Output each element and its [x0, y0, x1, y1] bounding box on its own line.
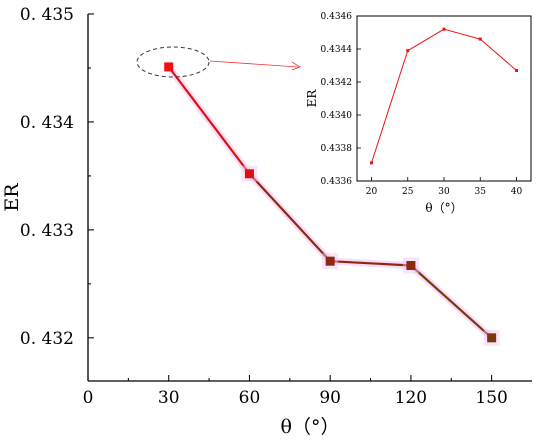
main-series-line	[167, 66, 251, 175]
main-plot: 0 30 60 90 120 150 0. 432 0. 433 0. 434 0. 435 θ（°…	[1, 5, 532, 438]
main-y-axis-label: ER	[1, 183, 23, 212]
main-series-line	[410, 264, 493, 339]
inset-x-tick-label: 20	[366, 187, 378, 197]
main-x-tick-label: 60	[239, 388, 261, 408]
inset-data-point	[478, 37, 482, 41]
main-y-tick-label: 0. 432	[20, 329, 74, 349]
main-series-line	[248, 173, 331, 262]
inset-plot: 20 25 30 35 40 0.4336 0.4338 0.4340 0.4342 0.4344…	[305, 12, 532, 215]
callout-arrowhead	[291, 61, 301, 71]
inset-y-tick-label: 0.4344	[321, 45, 353, 55]
inset-y-axis-label: ER	[305, 89, 319, 108]
main-data-point	[487, 333, 497, 343]
main-data-point	[244, 169, 254, 179]
inset-y-tick-label: 0.4338	[321, 144, 353, 154]
main-y-tick-label: 0. 435	[20, 5, 74, 25]
main-x-tick-label: 30	[158, 388, 180, 408]
inset-x-tick-label: 35	[475, 187, 487, 197]
inset-y-tick-label: 0.4336	[321, 177, 353, 187]
inset-data-point	[406, 49, 410, 53]
inset-y-tick-label: 0.4342	[321, 78, 353, 88]
inset-series-line	[407, 28, 445, 52]
inset-y-tick-label: 0.4346	[321, 12, 353, 22]
inset-x-axis-label: θ（°）	[425, 201, 462, 215]
inset-x-tick-label: 40	[511, 187, 523, 197]
main-data-point	[406, 261, 416, 271]
callout-ellipse	[136, 46, 210, 78]
inset-data-point	[515, 68, 518, 72]
inset-series-line	[443, 28, 481, 40]
main-x-tick-label: 0	[83, 388, 94, 408]
main-x-tick-label: 90	[319, 388, 341, 408]
zoom-callout	[136, 46, 301, 78]
inset-frame	[356, 15, 532, 182]
inset-data-point	[370, 161, 373, 165]
main-data-point	[164, 62, 174, 72]
main-y-tick-label: 0. 433	[20, 221, 74, 241]
callout-arrow	[209, 60, 299, 68]
main-x-tick-label: 120	[395, 388, 427, 408]
inset-series-line	[479, 38, 517, 71]
main-y-tick-label: 0. 434	[20, 113, 74, 133]
inset-series-line	[371, 50, 409, 164]
inset-data-point	[442, 27, 446, 31]
main-series-line	[330, 260, 411, 267]
inset-y-tick-label: 0.4340	[321, 111, 353, 121]
inset-x-tick-label: 25	[402, 187, 414, 197]
main-x-tick-label: 150	[475, 388, 507, 408]
main-x-axis-label: θ（°）	[281, 416, 340, 438]
main-data-point	[325, 256, 335, 266]
inset-x-tick-label: 30	[438, 187, 450, 197]
